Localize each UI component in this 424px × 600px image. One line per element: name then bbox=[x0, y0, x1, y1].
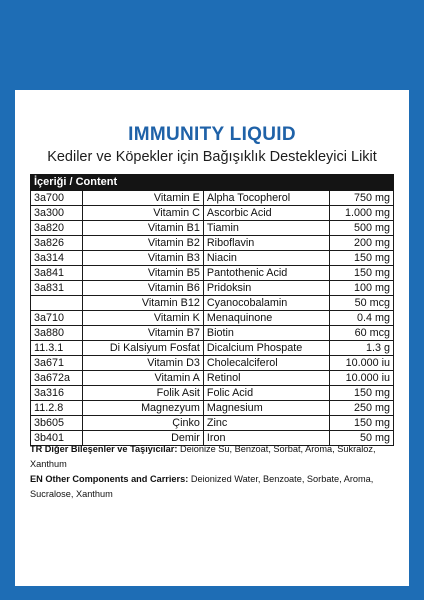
ingredient-name-tr: Vitamin D3 bbox=[82, 355, 204, 371]
other-components: TR Diğer Bileşenler ve Taşıyıcılar: Deio… bbox=[30, 442, 396, 502]
ingredient-name-en: Iron bbox=[202, 430, 331, 446]
ingredient-code: 3a831 bbox=[29, 280, 84, 296]
table-row: 3a314 Vitamin B3 Niacin 150 mg bbox=[29, 250, 394, 266]
ingredient-name-en: Menaquinone bbox=[202, 310, 331, 326]
ingredient-code: 3a880 bbox=[29, 325, 84, 341]
ingredient-amount: 10.000 iu bbox=[329, 370, 394, 386]
table-row: 3b401 Demir Iron 50 mg bbox=[29, 430, 394, 446]
notes-tr-label: TR Diğer Bileşenler ve Taşıyıcılar: bbox=[30, 444, 178, 454]
table-row: 3a820 Vitamin B1 Tiamin 500 mg bbox=[29, 220, 394, 236]
ingredient-code: 3a316 bbox=[29, 385, 84, 401]
ingredient-name-tr: Vitamin B5 bbox=[82, 265, 204, 281]
ingredient-amount: 60 mcg bbox=[329, 325, 394, 341]
table-row: 3a300 Vitamin C Ascorbic Acid 1.000 mg bbox=[29, 205, 394, 221]
ingredient-code: 3a300 bbox=[29, 205, 84, 221]
table-body: 3a700 Vitamin E Alpha Tocopherol 750 mg 3a30… bbox=[29, 190, 394, 446]
product-subtitle: Kediler ve Köpekler için Bağışıklık Dest… bbox=[47, 149, 377, 165]
ingredient-amount: 50 mcg bbox=[329, 295, 394, 311]
ingredient-name-tr: Vitamin B12 bbox=[82, 295, 204, 311]
ingredient-name-tr: Çinko bbox=[82, 415, 204, 431]
ingredient-amount: 0.4 mg bbox=[329, 310, 394, 326]
product-title: IMMUNITY LIQUID bbox=[128, 124, 296, 145]
ingredient-name-tr: Vitamin K bbox=[82, 310, 204, 326]
ingredient-amount: 150 mg bbox=[329, 250, 394, 266]
table-row: Vitamin B12 Cyanocobalamin 50 mcg bbox=[29, 295, 394, 311]
ingredient-code: 3a700 bbox=[29, 190, 84, 206]
ingredient-code: 3a672a bbox=[29, 370, 84, 386]
ingredient-name-tr: Magnezyum bbox=[82, 400, 204, 416]
ingredient-name-tr: Vitamin A bbox=[82, 370, 204, 386]
notes-en: EN Other Components and Carriers: Deioni… bbox=[30, 472, 396, 502]
ingredient-code: 3b605 bbox=[29, 415, 84, 431]
ingredient-name-tr: Vitamin B7 bbox=[82, 325, 204, 341]
ingredient-amount: 50 mg bbox=[329, 430, 394, 446]
ingredient-name-en: Pantothenic Acid bbox=[202, 265, 331, 281]
ingredient-name-en: Riboflavin bbox=[202, 235, 331, 251]
ingredient-name-en: Biotin bbox=[202, 325, 331, 341]
notes-tr-text: Deionize Su, Benzoat, Sorbat, Aroma, Suk… bbox=[30, 444, 376, 469]
ingredient-amount: 200 mg bbox=[329, 235, 394, 251]
table-row: 3a841 Vitamin B5 Pantothenic Acid 150 mg bbox=[29, 265, 394, 281]
ingredient-name-tr: Vitamin E bbox=[82, 190, 204, 206]
ingredient-code: 3b401 bbox=[29, 430, 84, 446]
ingredient-name-en: Tiamin bbox=[202, 220, 331, 236]
notes-en-text: Deionized Water, Benzoate, Sorbate, Arom… bbox=[30, 474, 374, 499]
notes-tr: TR Diğer Bileşenler ve Taşıyıcılar: Deio… bbox=[30, 442, 396, 472]
ingredient-name-en: Retinol bbox=[202, 370, 331, 386]
ingredient-amount: 500 mg bbox=[329, 220, 394, 236]
table-row: 3a316 Folik Asit Folic Acid 150 mg bbox=[29, 385, 394, 401]
notes-en-label: EN Other Components and Carriers: bbox=[30, 474, 189, 484]
ingredient-name-en: Cyanocobalamin bbox=[202, 295, 331, 311]
table-row: 11.2.8 Magnezyum Magnesium 250 mg bbox=[29, 400, 394, 416]
ingredient-amount: 1.3 g bbox=[329, 340, 394, 356]
table-row: 3a826 Vitamin B2 Riboflavin 200 mg bbox=[29, 235, 394, 251]
ingredient-code: 3a710 bbox=[29, 310, 84, 326]
ingredient-amount: 10.000 iu bbox=[329, 355, 394, 371]
ingredient-amount: 150 mg bbox=[329, 385, 394, 401]
ingredient-name-tr: Di Kalsiyum Fosfat bbox=[82, 340, 204, 356]
ingredient-name-en: Dicalcium Phospate bbox=[202, 340, 331, 356]
ingredient-name-tr: Folik Asit bbox=[82, 385, 204, 401]
table-row: 3a880 Vitamin B7 Biotin 60 mcg bbox=[29, 325, 394, 341]
ingredient-name-en: Magnesium bbox=[202, 400, 331, 416]
ingredient-name-tr: Vitamin B6 bbox=[82, 280, 204, 296]
ingredient-code: 3a671 bbox=[29, 355, 84, 371]
ingredient-amount: 750 mg bbox=[329, 190, 394, 206]
ingredient-name-en: Zinc bbox=[202, 415, 331, 431]
ingredient-code: 3a826 bbox=[29, 235, 84, 251]
table-header-row: İçeriği / Content bbox=[30, 174, 394, 191]
ingredient-code: 11.2.8 bbox=[29, 400, 84, 416]
ingredient-code: 11.3.1 bbox=[29, 340, 84, 356]
ingredient-name-tr: Vitamin B2 bbox=[82, 235, 204, 251]
ingredient-name-en: Niacin bbox=[202, 250, 331, 266]
table-row: 3a700 Vitamin E Alpha Tocopherol 750 mg bbox=[29, 190, 394, 206]
ingredient-code: 3a314 bbox=[29, 250, 84, 266]
ingredient-name-en: Pridoksin bbox=[202, 280, 331, 296]
ingredient-name-en: Ascorbic Acid bbox=[202, 205, 331, 221]
ingredient-amount: 150 mg bbox=[329, 265, 394, 281]
ingredient-name-tr: Vitamin B1 bbox=[82, 220, 204, 236]
ingredient-code: 3a841 bbox=[29, 265, 84, 281]
table-row: 3a831 Vitamin B6 Pridoksin 100 mg bbox=[29, 280, 394, 296]
ingredient-amount: 250 mg bbox=[329, 400, 394, 416]
table-row: 3b605 Çinko Zinc 150 mg bbox=[29, 415, 394, 431]
ingredient-code: 3a820 bbox=[29, 220, 84, 236]
table-row: 3a672a Vitamin A Retinol 10.000 iu bbox=[29, 370, 394, 386]
ingredient-name-tr: Vitamin B3 bbox=[82, 250, 204, 266]
ingredient-name-en: Cholecalciferol bbox=[202, 355, 331, 371]
table-header: İçeriği / Content bbox=[30, 174, 394, 191]
ingredient-amount: 150 mg bbox=[329, 415, 394, 431]
ingredient-name-tr: Vitamin C bbox=[82, 205, 204, 221]
ingredient-name-en: Folic Acid bbox=[202, 385, 331, 401]
ingredient-code bbox=[29, 295, 84, 311]
ingredient-name-en: Alpha Tocopherol bbox=[202, 190, 331, 206]
table-row: 11.3.1 Di Kalsiyum Fosfat Dicalcium Phospa… bbox=[29, 340, 394, 356]
ingredient-amount: 1.000 mg bbox=[329, 205, 394, 221]
content-table: İçeriği / Content 3a700 Vitamin E Alpha To… bbox=[29, 174, 394, 446]
table-row: 3a710 Vitamin K Menaquinone 0.4 mg bbox=[29, 310, 394, 326]
ingredient-amount: 100 mg bbox=[329, 280, 394, 296]
table-row: 3a671 Vitamin D3 Cholecalciferol 10.000 iu bbox=[29, 355, 394, 371]
ingredient-name-tr: Demir bbox=[82, 430, 204, 446]
